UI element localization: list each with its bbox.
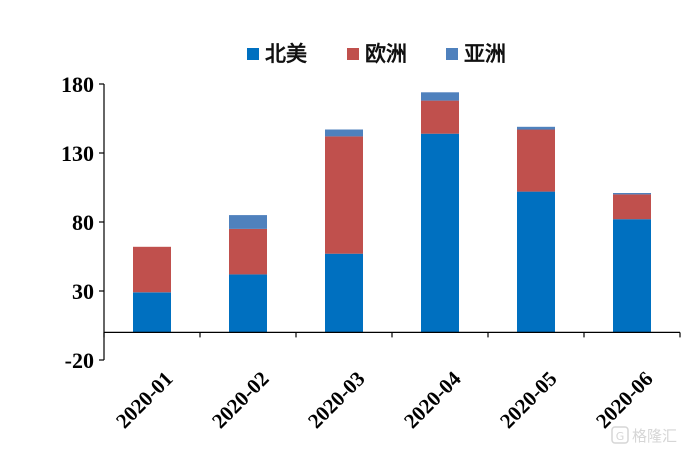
axes-group [103,84,681,360]
bar-2020-02-series-3 [229,215,267,229]
bar-2020-02-series-2 [229,228,267,275]
x-category-label: 2020-04 [399,366,466,433]
legend-label-3: 亚洲 [464,42,506,66]
legend-swatch-3 [446,48,458,60]
x-category-label: 2020-03 [303,367,369,433]
y-tick-label: 130 [61,141,94,166]
bar-2020-04-series-2 [421,100,459,134]
bar-2020-03-series-1 [325,253,363,333]
legend-swatch-1 [247,48,259,60]
bar-2020-03-series-3 [325,129,363,137]
watermark-logo-icon [611,426,629,444]
watermark: G 格隆汇 [611,426,677,445]
bar-2020-06-series-3 [613,193,651,195]
y-tick-label: -20 [65,348,94,373]
legend-swatch-2 [347,48,359,60]
bar-2020-05-series-3 [517,126,555,130]
y-tick-labels: -20 30 80 130 180 [61,72,104,373]
x-category-label: 2020-01 [111,367,177,433]
bar-2020-05-series-1 [517,191,555,333]
bar-2020-06-series-2 [613,194,651,220]
bar-2020-03-series-2 [325,136,363,254]
x-category-labels: 2020-01 2020-02 2020-03 2020-04 2020-05 2020-… [111,366,657,433]
x-category-label: 2020-02 [207,367,273,433]
x-category-label: 2020-05 [495,367,561,433]
y-tick-label: 180 [61,72,94,97]
bar-2020-04-series-3 [421,92,459,101]
legend-label-1: 北美 [265,42,307,66]
bar-2020-06-series-1 [613,219,651,333]
legend-label-2: 欧洲 [365,42,407,66]
y-tick-label: 30 [72,279,94,304]
bar-2020-01-series-1 [133,292,171,333]
bar-2020-01-series-2 [133,246,171,293]
bar-2020-02-series-1 [229,274,267,333]
bar-2020-05-series-2 [517,129,555,192]
bar-2020-04-series-1 [421,133,459,333]
watermark-logo-glyph: G [616,430,625,443]
bars-group [133,92,651,333]
y-tick-label: 80 [72,210,94,235]
watermark-text: 格隆汇 [632,427,677,445]
x-category-label: 2020-06 [591,367,657,433]
legend: 北美 欧洲 亚洲 [247,42,506,66]
